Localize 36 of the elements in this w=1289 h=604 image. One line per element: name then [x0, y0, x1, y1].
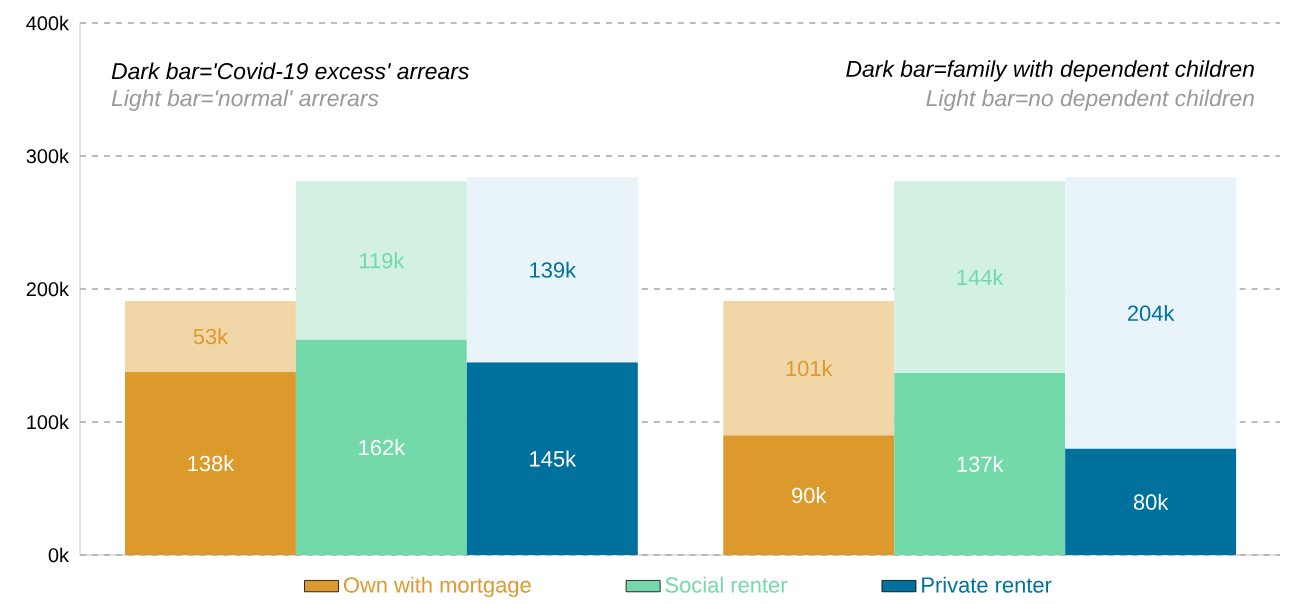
bar — [295, 181, 467, 340]
legend-label: Own with mortgage — [343, 576, 531, 598]
data-label: 119k — [360, 252, 405, 269]
bar — [1065, 177, 1237, 449]
bar — [1065, 448, 1237, 555]
bar — [894, 181, 1066, 373]
bar — [466, 177, 638, 363]
y-tick-label: 100k — [27, 414, 69, 430]
data-label: 145k — [530, 450, 577, 467]
data-label: 204k — [1127, 304, 1175, 321]
annotation: Dark bar='Covid-19 excess' arrears — [111, 62, 469, 80]
bar — [124, 371, 296, 555]
data-label: 53k — [193, 328, 229, 345]
data-label: 101k — [786, 360, 833, 377]
legend-label: Private renter — [922, 576, 1052, 593]
legend-label: Social renter — [665, 576, 788, 593]
y-tick-label: 200k — [26, 281, 69, 297]
bar — [723, 435, 895, 555]
data-label: 139k — [530, 261, 577, 278]
bar — [894, 372, 1066, 555]
annotation: Light bar=no dependent children — [926, 89, 1254, 111]
data-label: 162k — [359, 439, 406, 456]
bar — [723, 300, 895, 436]
annotation: Dark bar=family with dependent children — [846, 60, 1254, 82]
data-label: 137k — [957, 455, 1004, 472]
bar — [124, 300, 296, 372]
y-tick-label: 400k — [26, 15, 69, 31]
data-label: 90k — [792, 487, 827, 504]
annotation: Light bar='normal' arrerars — [111, 89, 379, 111]
y-tick-label: 0k — [48, 547, 69, 563]
data-label: 80k — [1133, 493, 1169, 510]
data-label: 138k — [188, 455, 235, 472]
bar — [295, 339, 467, 555]
y-tick-label: 300k — [26, 148, 69, 164]
data-label: 144k — [957, 269, 1004, 285]
bar — [466, 362, 638, 555]
